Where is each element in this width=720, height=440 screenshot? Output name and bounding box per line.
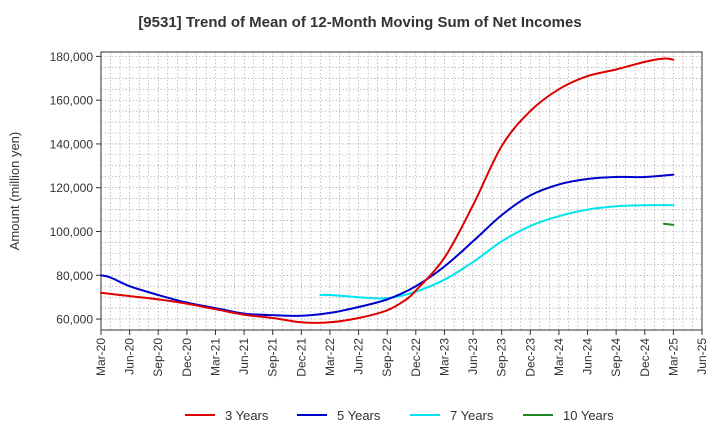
x-tick-label: Dec-24 — [638, 338, 652, 377]
x-tick-label: Mar-21 — [208, 338, 222, 376]
series-line-3-years — [100, 57, 675, 324]
x-tick-label: Mar-23 — [437, 338, 451, 376]
chart-grid — [100, 52, 703, 330]
x-tick-label: Dec-20 — [180, 338, 194, 377]
x-tick-label: Mar-25 — [666, 338, 680, 376]
x-tick-label: Dec-22 — [409, 338, 423, 377]
series-line-7-years — [319, 204, 675, 300]
legend-label: 7 Years — [450, 408, 494, 423]
y-tick-label: 80,000 — [56, 269, 93, 283]
x-tick-label: Dec-23 — [523, 338, 537, 377]
x-tick-label: Sep-22 — [380, 338, 394, 377]
chart-legend: 3 Years 5 Years 7 Years 10 Years — [185, 408, 614, 423]
y-tick-label: 180,000 — [50, 50, 94, 64]
plot-frame — [100, 51, 703, 331]
series-line-10-years — [662, 222, 675, 226]
series-line-5-years — [100, 173, 675, 317]
x-tick-label: Mar-22 — [323, 338, 337, 376]
x-tick-label: Jun-23 — [466, 338, 480, 375]
chart-series — [100, 57, 675, 324]
y-tick-label: 160,000 — [50, 94, 94, 108]
x-tick-label: Sep-23 — [495, 338, 509, 377]
x-tick-label: Jun-20 — [123, 338, 137, 375]
x-tick-label: Sep-20 — [151, 338, 165, 377]
y-tick-label: 60,000 — [56, 313, 93, 327]
y-tick-label: 120,000 — [50, 181, 94, 195]
y-tick-label: 100,000 — [50, 225, 94, 239]
x-tick-label: Sep-24 — [609, 338, 623, 377]
legend-label: 10 Years — [563, 408, 614, 423]
chart-axes — [100, 51, 703, 331]
chart-title: [9531] Trend of Mean of 12-Month Moving … — [138, 14, 582, 31]
x-tick-label: Mar-24 — [552, 338, 566, 376]
x-tick-label: Jun-24 — [581, 338, 595, 375]
legend-label: 3 Years — [225, 408, 269, 423]
x-tick-label: Mar-20 — [94, 338, 108, 376]
x-tick-label: Jun-25 — [695, 338, 709, 375]
y-tick-label: 140,000 — [50, 137, 94, 151]
y-axis-label: Amount (million yen) — [7, 132, 22, 251]
x-tick-label: Jun-21 — [237, 338, 251, 375]
chart-ticks: 60,000 80,000 100,000 120,000 140,000 160,000… — [50, 50, 709, 377]
x-tick-label: Sep-21 — [266, 338, 280, 377]
legend-label: 5 Years — [337, 408, 381, 423]
x-tick-label: Dec-21 — [294, 338, 308, 377]
x-tick-label: Jun-22 — [352, 338, 366, 375]
